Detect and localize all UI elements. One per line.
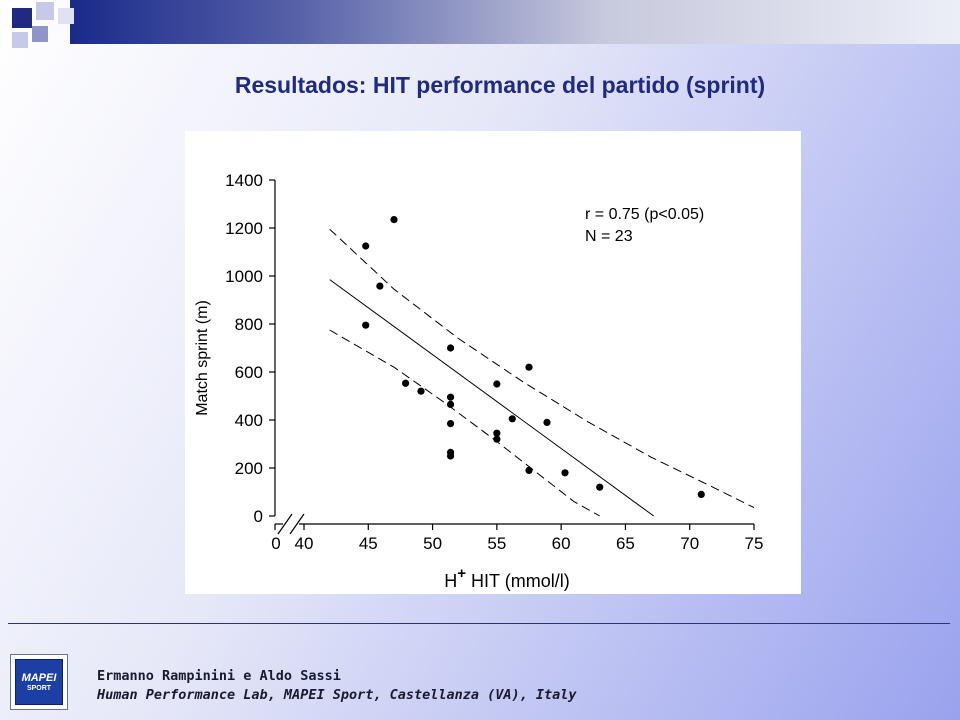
footer-divider <box>8 623 950 624</box>
axis-break-mark <box>277 513 293 535</box>
data-point <box>417 387 425 395</box>
data-point <box>401 379 410 387</box>
annotation-text: r = 0.75 (p<0.05) <box>585 206 704 223</box>
header-bar <box>0 0 960 55</box>
data-point <box>390 216 398 224</box>
data-point <box>561 469 569 477</box>
confidence-band-upper <box>329 228 755 509</box>
decor-square-4 <box>12 32 28 48</box>
data-point <box>596 483 604 491</box>
mapei-logo: MAPEI SPORT <box>10 654 68 710</box>
x-tick-label: 50 <box>423 534 442 553</box>
annotation-text: N = 23 <box>585 228 633 245</box>
slide-title: Resultados: HIT performance del partido … <box>234 72 766 98</box>
scatter-chart: 0 200 400 600 800 1000 1200 1400 0 40 45 50 55 60 65 70… <box>194 171 764 591</box>
data-point <box>493 435 501 443</box>
data-point <box>493 380 501 388</box>
data-point <box>508 415 516 423</box>
y-tick-label: 200 <box>235 459 263 478</box>
logo-subtext: SPORT <box>26 685 52 692</box>
data-point <box>446 393 455 401</box>
chart-panel: 0 200 400 600 800 1000 1200 1400 0 40 45 50 55 60 65 70… <box>185 131 801 594</box>
x-tick-label: 75 <box>745 534 764 553</box>
x-tick-label: 70 <box>680 534 699 553</box>
data-point <box>697 490 705 498</box>
y-tick-label: 1200 <box>225 219 263 238</box>
y-axis-label: Match sprint (m) <box>194 300 211 416</box>
x-tick-label: 40 <box>295 534 314 553</box>
affiliation-line: Human Performance Lab, MAPEI Sport, Cast… <box>97 687 577 703</box>
y-tick-label: 400 <box>235 411 263 430</box>
data-point <box>525 363 533 371</box>
x-tick-label: 60 <box>552 534 571 553</box>
authors-line: Ermanno Rampinini e Aldo Sassi <box>97 668 341 684</box>
axis-break-mark <box>289 513 305 535</box>
data-point <box>376 282 384 290</box>
data-point <box>493 429 501 437</box>
decor-square-5 <box>32 26 48 42</box>
x-tick-label: 45 <box>359 534 378 553</box>
x-tick-label: 65 <box>616 534 635 553</box>
data-point <box>362 242 370 250</box>
data-point <box>446 344 455 352</box>
y-tick-label: 600 <box>235 363 263 382</box>
decor-square-2 <box>36 2 54 20</box>
data-point <box>446 400 455 408</box>
header-gradient-band <box>70 0 960 44</box>
confidence-band-lower <box>329 329 600 517</box>
data-point <box>446 452 455 460</box>
decor-square-1 <box>12 8 32 28</box>
y-tick-label: 800 <box>235 315 263 334</box>
x-tick-label: 55 <box>487 534 506 553</box>
x-axis-label: H+ HIT (mmol/l) <box>444 565 569 591</box>
y-tick-label: 1000 <box>225 267 263 286</box>
regression-line <box>329 279 655 517</box>
logo-text: MAPEI <box>21 672 57 684</box>
y-tick-label: 0 <box>254 507 263 526</box>
logo-badge: MAPEI SPORT <box>15 659 63 705</box>
x-tick-label: 0 <box>271 534 280 553</box>
decor-square-3 <box>58 8 74 24</box>
y-tick-label: 1400 <box>225 171 263 190</box>
data-point <box>362 321 370 329</box>
data-point <box>543 418 551 426</box>
data-point <box>446 420 455 428</box>
data-point <box>525 466 533 474</box>
